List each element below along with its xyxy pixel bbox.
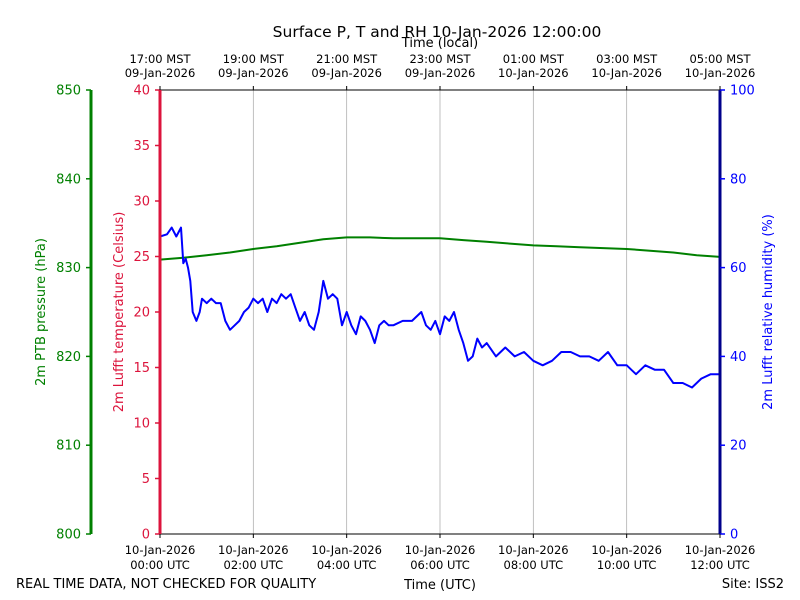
vertical-gridlines — [252, 90, 628, 534]
top-tick-date: 09-Jan-2026 — [125, 66, 196, 80]
bottom-tick-label: 06:00 UTC — [410, 558, 470, 572]
humidity-axis: 0 20 40 60 80 100 2m Lufft relative humidity … — [718, 84, 776, 543]
top-tick-date: 10-Jan-2026 — [591, 66, 662, 80]
pressure-axis-label: 2m PTB pressure (hPa) — [34, 238, 49, 386]
bottom-tick-label: 08:00 UTC — [504, 558, 564, 572]
chart-title: Surface P, T and RH 10-Jan-2026 12:00:00 — [273, 23, 602, 41]
pressure-series-line — [159, 236, 721, 261]
top-tick-label: 21:00 MST — [316, 52, 378, 66]
top-tick-date: 09-Jan-2026 — [311, 66, 382, 80]
humidity-tick-label: 0 — [730, 528, 738, 543]
temperature-tick-label: 30 — [133, 195, 150, 210]
humidity-tick-label: 40 — [730, 350, 747, 365]
temperature-ticks: 0 5 10 15 20 25 30 35 40 — [133, 84, 160, 543]
top-tick-date: 09-Jan-2026 — [218, 66, 289, 80]
bottom-tick-date: 10-Jan-2026 — [685, 543, 756, 557]
temperature-tick-label: 15 — [133, 361, 150, 376]
top-tick-date: 10-Jan-2026 — [498, 66, 569, 80]
humidity-tick-label: 80 — [730, 172, 747, 187]
pressure-tick-label: 800 — [56, 528, 81, 543]
humidity-tick-label: 20 — [730, 439, 747, 454]
bottom-tick-date: 10-Jan-2026 — [591, 543, 662, 557]
humidity-series-line — [159, 226, 720, 389]
bottom-tick-date: 10-Jan-2026 — [311, 543, 382, 557]
top-tick-label: 05:00 MST — [689, 52, 751, 66]
pressure-tick-label: 810 — [56, 439, 81, 454]
temperature-tick-label: 35 — [133, 139, 150, 154]
bottom-tick-date: 10-Jan-2026 — [125, 543, 196, 557]
bottom-tick-label: 00:00 UTC — [130, 558, 190, 572]
bottom-tick-date: 10-Jan-2026 — [218, 543, 289, 557]
temperature-tick-label: 0 — [142, 528, 150, 543]
pressure-tick-label: 850 — [56, 84, 81, 99]
pressure-tick-label: 820 — [56, 350, 81, 365]
humidity-axis-label: 2m Lufft relative humidity (%) — [761, 214, 776, 410]
bottom-tick-label: 10:00 UTC — [597, 558, 657, 572]
bottom-tick-label: 12:00 UTC — [690, 558, 750, 572]
temperature-tick-label: 20 — [133, 306, 150, 321]
top-tick-label: 23:00 MST — [409, 52, 471, 66]
humidity-tick-label: 60 — [730, 261, 747, 276]
top-axis-label: Time (local) — [401, 36, 478, 51]
humidity-ticks: 0 20 40 60 80 100 — [720, 84, 755, 543]
temperature-axis: 0 5 10 15 20 25 30 35 40 2m Lufft temperature (C… — [112, 84, 162, 543]
site-label: Site: ISS2 — [722, 577, 784, 592]
top-tick-label: 17:00 MST — [129, 52, 191, 66]
pressure-tick-label: 830 — [56, 261, 81, 276]
temperature-axis-label: 2m Lufft temperature (Celsius) — [112, 212, 127, 413]
top-tick-label: 01:00 MST — [503, 52, 565, 66]
pressure-ticks: 800 810 820 830 840 850 — [56, 84, 91, 543]
series-layer — [159, 226, 721, 389]
top-tick-label: 19:00 MST — [223, 52, 285, 66]
temperature-tick-label: 5 — [142, 472, 150, 487]
pressure-tick-label: 840 — [56, 172, 81, 187]
temperature-tick-label: 25 — [133, 250, 150, 265]
bottom-tick-label: 02:00 UTC — [224, 558, 284, 572]
quality-warning: REAL TIME DATA, NOT CHECKED FOR QUALITY — [16, 577, 316, 592]
bottom-axis-label: Time (UTC) — [403, 578, 476, 593]
top-tick-date: 09-Jan-2026 — [405, 66, 476, 80]
bottom-tick-date: 10-Jan-2026 — [405, 543, 476, 557]
bottom-tick-label: 04:00 UTC — [317, 558, 377, 572]
top-tick-date: 10-Jan-2026 — [685, 66, 756, 80]
top-tick-label: 03:00 MST — [596, 52, 658, 66]
bottom-tick-date: 10-Jan-2026 — [498, 543, 569, 557]
temperature-tick-label: 10 — [133, 417, 150, 432]
humidity-tick-label: 100 — [730, 84, 755, 99]
temperature-tick-label: 40 — [133, 84, 150, 99]
pressure-axis: 800 810 820 830 840 850 2m PTB pressure (hPa) — [34, 84, 93, 543]
